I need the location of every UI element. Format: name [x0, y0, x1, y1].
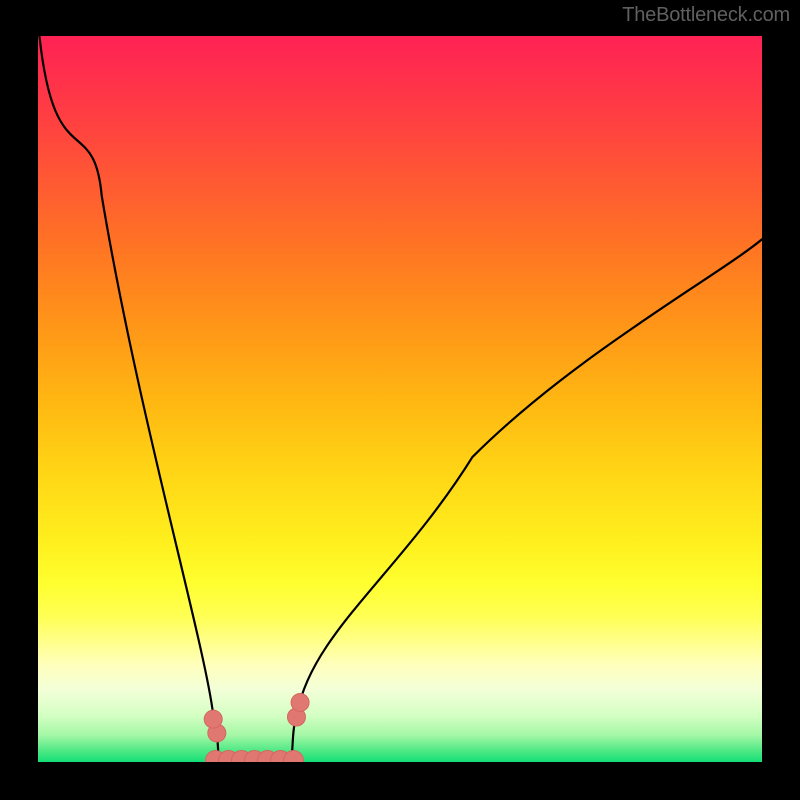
plot-area — [38, 21, 762, 770]
watermark-text: TheBottleneck.com — [622, 4, 790, 27]
gradient-background — [38, 36, 762, 762]
chart-frame: TheBottleneck.com — [0, 0, 800, 800]
marker-dot — [291, 693, 309, 711]
bottleneck-chart — [0, 0, 800, 800]
marker-dot — [204, 710, 222, 728]
